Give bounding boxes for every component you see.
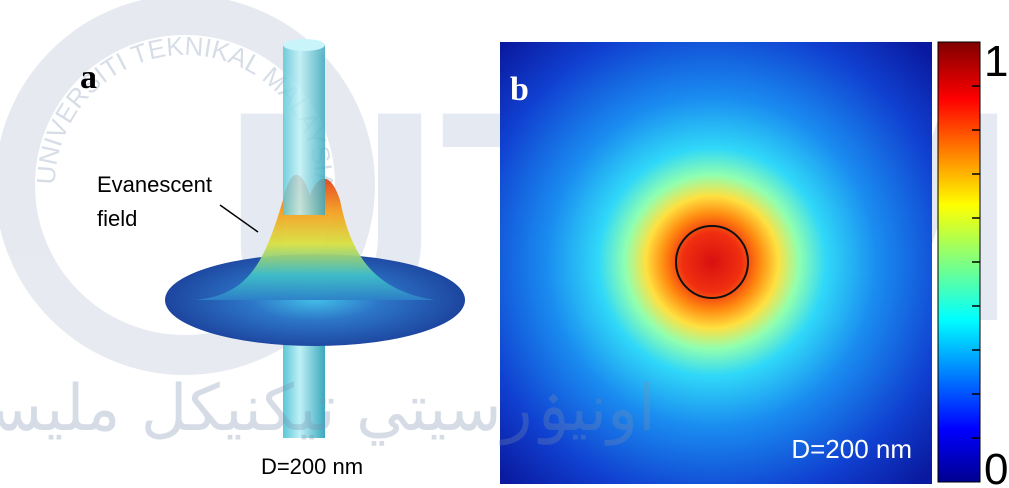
colorbar-max-label: 1: [984, 37, 1008, 86]
panel-label: b: [510, 71, 529, 108]
fiber-upper: [283, 45, 325, 215]
fiber-top: [283, 39, 325, 51]
annotation: field: [97, 206, 137, 231]
watermark-jawi: اونيۏرسيتي تيكنيكل مليسيا ملاك: [0, 372, 656, 446]
figure: UNIVERSITI TEKNIKAL MALAYSIA MELAKA UTeM…: [0, 0, 1009, 488]
panel-label: a: [80, 59, 97, 96]
caption: D=200 nm: [261, 454, 363, 479]
colorbar-min-label: 0: [984, 445, 1008, 488]
annotation: Evanescent: [97, 172, 212, 197]
caption: D=200 nm: [791, 434, 912, 464]
